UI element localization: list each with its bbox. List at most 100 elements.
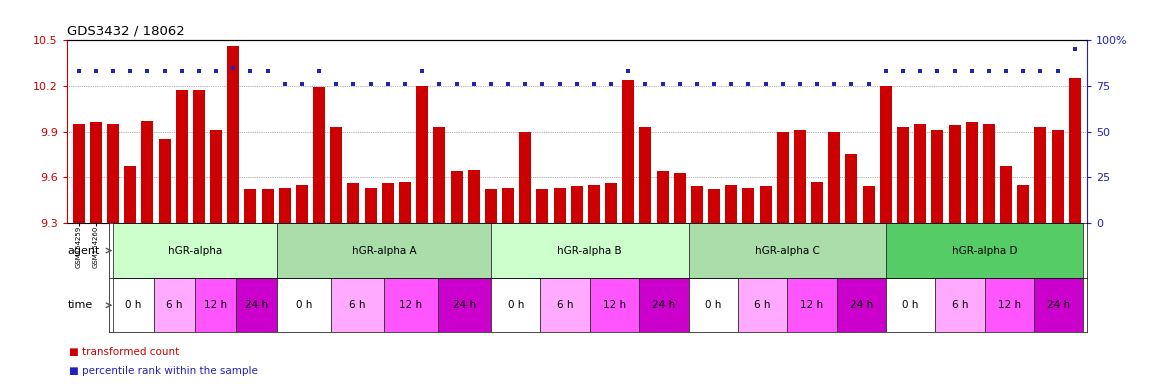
Bar [437, 278, 491, 332]
Bar [639, 278, 689, 332]
Text: 0 h: 0 h [125, 300, 141, 310]
Point [104, 68, 122, 74]
Bar [1068, 78, 1081, 223]
Text: 12 h: 12 h [603, 300, 626, 310]
Bar [845, 154, 858, 223]
Text: 0 h: 0 h [903, 300, 919, 310]
Bar [277, 223, 491, 278]
Point [894, 68, 912, 74]
Bar [743, 188, 754, 223]
Point [430, 81, 449, 87]
Bar [811, 182, 823, 223]
Point [601, 81, 620, 87]
Text: 24 h: 24 h [850, 300, 873, 310]
Point [293, 81, 312, 87]
Bar [154, 278, 194, 332]
Bar [485, 189, 497, 223]
Bar [540, 278, 590, 332]
Point [653, 81, 672, 87]
Point [224, 65, 243, 71]
Bar [382, 183, 393, 223]
Bar [897, 127, 908, 223]
Point [997, 68, 1015, 74]
Point [482, 81, 500, 87]
Bar [491, 223, 689, 278]
Text: 6 h: 6 h [952, 300, 968, 310]
Point [447, 81, 466, 87]
Point [1032, 68, 1050, 74]
Bar [451, 171, 462, 223]
Text: 24 h: 24 h [1048, 300, 1071, 310]
Point [378, 81, 397, 87]
Point [705, 81, 723, 87]
Bar [622, 80, 635, 223]
Point [499, 81, 518, 87]
Text: hGR-alpha C: hGR-alpha C [754, 245, 820, 256]
Point [69, 68, 87, 74]
Bar [886, 278, 935, 332]
Point [259, 68, 277, 74]
Bar [1000, 167, 1012, 223]
Point [327, 81, 345, 87]
Point [207, 68, 225, 74]
Text: hGR-alpha B: hGR-alpha B [558, 245, 622, 256]
Bar [277, 278, 330, 332]
Bar [107, 124, 120, 223]
Bar [194, 278, 236, 332]
Bar [788, 278, 836, 332]
Point [138, 68, 156, 74]
Text: 0 h: 0 h [296, 300, 312, 310]
Bar [468, 169, 480, 223]
Text: 24 h: 24 h [245, 300, 268, 310]
Text: 12 h: 12 h [399, 300, 422, 310]
Point [86, 68, 105, 74]
Point [121, 68, 139, 74]
Bar [553, 188, 566, 223]
Point [842, 81, 860, 87]
Point [825, 81, 843, 87]
Point [344, 81, 362, 87]
Bar [536, 189, 549, 223]
Point [242, 68, 260, 74]
Point [1066, 46, 1084, 53]
Text: hGR-alpha A: hGR-alpha A [352, 245, 416, 256]
Point [757, 81, 775, 87]
Bar [793, 130, 806, 223]
Bar [914, 124, 926, 223]
Point [567, 81, 585, 87]
Bar [590, 278, 639, 332]
Bar [399, 182, 411, 223]
Bar [278, 188, 291, 223]
Text: hGR-alpha D: hGR-alpha D [952, 245, 1018, 256]
Bar [605, 183, 618, 223]
Bar [416, 86, 428, 223]
Point [551, 81, 569, 87]
Bar [365, 188, 377, 223]
Point [413, 68, 431, 74]
Text: hGR-alpha: hGR-alpha [168, 245, 222, 256]
Point [928, 68, 946, 74]
Bar [113, 278, 154, 332]
Text: 0 h: 0 h [705, 300, 721, 310]
Bar [296, 185, 308, 223]
Bar [1034, 127, 1047, 223]
Bar [932, 130, 943, 223]
Bar [588, 185, 600, 223]
Point [670, 81, 689, 87]
Text: 12 h: 12 h [800, 300, 823, 310]
Bar [193, 91, 205, 223]
Point [791, 81, 810, 87]
Text: 12 h: 12 h [998, 300, 1021, 310]
Bar [708, 189, 720, 223]
Bar [113, 223, 277, 278]
Text: ■ transformed count: ■ transformed count [69, 347, 179, 357]
Bar [880, 86, 892, 223]
Point [155, 68, 174, 74]
Point [584, 81, 603, 87]
Bar [313, 88, 325, 223]
Point [980, 68, 998, 74]
Bar [503, 188, 514, 223]
Bar [159, 139, 170, 223]
Bar [828, 132, 841, 223]
Bar [862, 186, 875, 223]
